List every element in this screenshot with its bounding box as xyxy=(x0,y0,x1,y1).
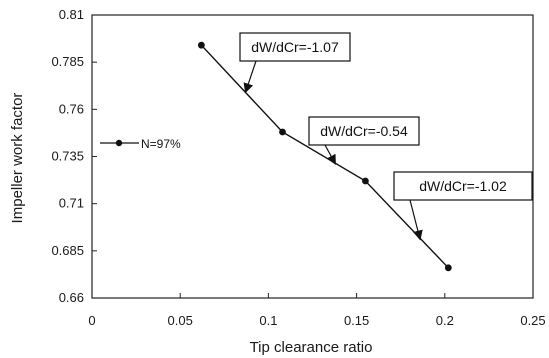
x-tick-label: 0.15 xyxy=(344,313,369,328)
data-point xyxy=(362,177,369,185)
annotation-label: dW/dCr=-0.54 xyxy=(320,123,408,139)
y-axis-label: Impeller work factor xyxy=(9,93,26,224)
x-axis-label: Tip clearance ratio xyxy=(250,339,373,356)
y-tick-label: 0.71 xyxy=(59,196,84,211)
legend: N=97% xyxy=(100,137,181,151)
y-axis-ticks: 0.66 0.685 0.71 0.735 0.76 0.785 0.81 xyxy=(51,7,97,305)
x-tick-label: 0.2 xyxy=(436,313,454,328)
annotation-label: dW/dCr=-1.07 xyxy=(251,39,339,55)
legend-label: N=97% xyxy=(141,137,181,151)
annotations: dW/dCr=-1.07 dW/dCr=-0.54 dW/dCr=-1.02 xyxy=(239,32,533,241)
legend-marker xyxy=(115,139,123,147)
data-point xyxy=(197,41,205,49)
data-point xyxy=(444,264,452,272)
series-line xyxy=(200,44,449,269)
annotation-box xyxy=(393,171,533,201)
plot-area xyxy=(91,14,534,299)
x-tick-label: 0 xyxy=(88,313,95,328)
x-tick-label: 0.05 xyxy=(168,313,193,328)
y-tick-label: 0.66 xyxy=(59,290,84,305)
data-point xyxy=(279,128,286,136)
x-tick-label: 0.1 xyxy=(259,313,277,328)
x-axis-ticks: 0 0.05 0.1 0.15 0.2 0.25 xyxy=(88,293,546,328)
y-tick-label: 0.735 xyxy=(51,149,84,164)
y-tick-label: 0.81 xyxy=(59,7,84,22)
y-tick-label: 0.685 xyxy=(51,243,84,258)
annotation-label: dW/dCr=-1.02 xyxy=(419,178,507,194)
annotation-arrow xyxy=(243,60,257,94)
y-tick-label: 0.76 xyxy=(59,101,84,116)
annotation-box xyxy=(239,32,351,62)
x-tick-label: 0.25 xyxy=(520,313,545,328)
data-series xyxy=(197,41,452,272)
annotation-arrow xyxy=(324,144,336,165)
annotation-box xyxy=(308,116,420,146)
y-tick-label: 0.785 xyxy=(51,54,84,69)
annotation-arrow xyxy=(409,199,423,241)
